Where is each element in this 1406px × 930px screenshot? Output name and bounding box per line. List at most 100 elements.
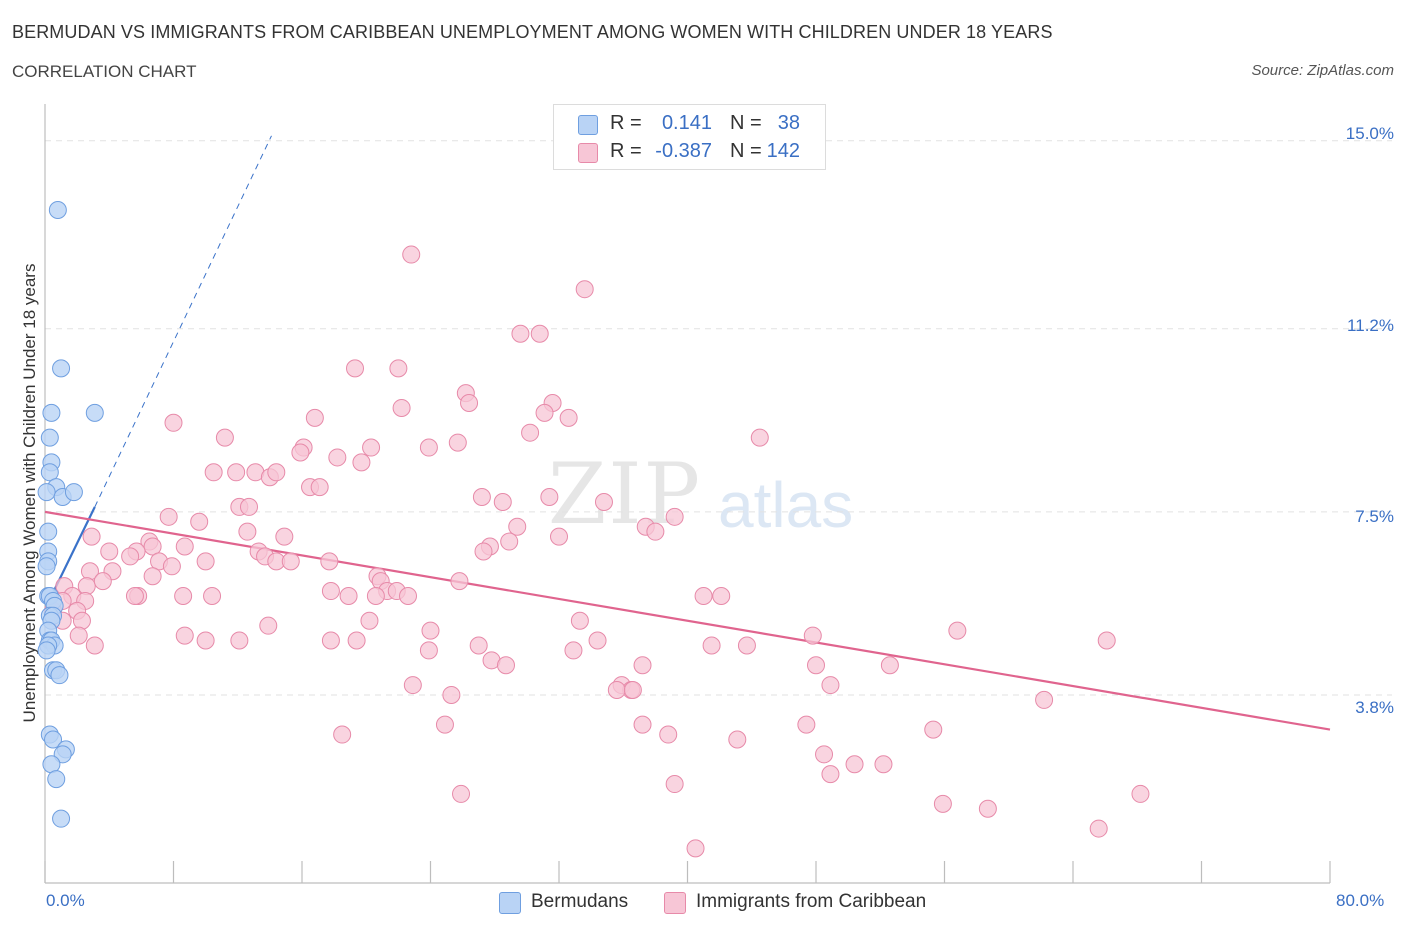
caribbean-point: [508, 517, 527, 536]
bermudans-swatch: [578, 115, 598, 135]
caribbean-point: [321, 631, 340, 650]
watermark-atlas: atlas: [718, 469, 854, 541]
caribbean-point: [227, 463, 246, 482]
caribbean-point: [72, 611, 91, 630]
caribbean-point: [594, 492, 613, 511]
caribbean-point: [230, 631, 249, 650]
caribbean-point: [352, 453, 371, 472]
caribbean-point: [978, 799, 997, 818]
caribbean-point: [328, 448, 347, 467]
caribbean-point: [474, 542, 493, 561]
caribbean-point: [493, 492, 512, 511]
caribbean-point: [1089, 819, 1108, 838]
caribbean-point: [948, 621, 967, 640]
caribbean-point: [196, 631, 215, 650]
caribbean-point: [588, 631, 607, 650]
n-value: 142: [766, 140, 800, 162]
caribbean-point: [203, 586, 222, 605]
caribbean-point: [346, 359, 365, 378]
bermudans-point: [52, 809, 71, 828]
caribbean-point: [570, 611, 589, 630]
caribbean-point: [238, 522, 257, 541]
bermudans-point: [50, 666, 69, 685]
caribbean-point: [702, 636, 721, 655]
caribbean-point: [239, 497, 258, 516]
caribbean-point: [821, 676, 840, 695]
caribbean-point: [665, 775, 684, 794]
bermudans-point: [52, 359, 71, 378]
caribbean-swatch: [578, 143, 598, 163]
caribbean-point: [267, 463, 286, 482]
legend-label-caribbean: Immigrants from Caribbean: [696, 891, 927, 912]
caribbean-point: [815, 745, 834, 764]
caribbean-trend-line: [44, 510, 1331, 731]
r-label: R =: [610, 140, 642, 162]
legend-row-bermudans: R = 0.141 N = 38: [554, 111, 825, 139]
caribbean-point: [500, 532, 519, 551]
x-tick-label-max: 80.0%: [1336, 891, 1385, 910]
caribbean-point: [1097, 631, 1116, 650]
caribbean-point: [164, 413, 183, 432]
caribbean-point: [933, 794, 952, 813]
caribbean-point: [460, 394, 479, 413]
bermudans-point: [40, 428, 59, 447]
y-tick-label-3: 3.8%: [1355, 698, 1394, 717]
watermark-zip: ZIP: [548, 445, 703, 543]
caribbean-point: [633, 715, 652, 734]
caribbean-point: [291, 443, 310, 462]
caribbean-point: [728, 730, 747, 749]
y-tick-label-15: 15.0%: [1345, 124, 1394, 143]
caribbean-point: [694, 586, 713, 605]
caribbean-point: [737, 636, 756, 655]
caribbean-point: [366, 586, 385, 605]
bermudans-trend-extension: [94, 135, 272, 508]
caribbean-point: [442, 685, 461, 704]
bermudans-point: [37, 483, 56, 502]
caribbean-point: [450, 572, 469, 591]
caribbean-point: [511, 324, 530, 343]
caribbean-point: [159, 507, 178, 526]
caribbean-point: [686, 839, 705, 858]
source-label: Source: ZipAtlas.com: [1251, 62, 1394, 79]
caribbean-point: [435, 715, 454, 734]
caribbean-point: [360, 611, 379, 630]
caribbean-point: [607, 681, 626, 700]
caribbean-point: [472, 488, 491, 507]
caribbean-point: [469, 636, 488, 655]
caribbean-point: [874, 755, 893, 774]
caribbean-point: [1131, 784, 1150, 803]
correlation-legend: R = 0.141 N = 38 R = -0.387 N = 142: [553, 104, 826, 170]
bermudans-point: [37, 557, 56, 576]
bermudans-point: [85, 403, 104, 422]
caribbean-point: [281, 552, 300, 571]
caribbean-point: [339, 586, 358, 605]
caribbean-point: [175, 626, 194, 645]
chart-subtitle: CORRELATION CHART: [12, 62, 197, 81]
caribbean-point: [659, 725, 678, 744]
caribbean-point: [1035, 690, 1054, 709]
bermudans-point: [64, 483, 83, 502]
n-label: N =: [730, 140, 762, 162]
bermudans-point: [40, 463, 59, 482]
y-tick-label-11: 11.2%: [1347, 316, 1394, 335]
caribbean-point: [712, 586, 731, 605]
caribbean-point: [419, 438, 438, 457]
caribbean-point: [403, 676, 422, 695]
caribbean-point: [540, 488, 559, 507]
caribbean-point: [392, 398, 411, 417]
r-label: R =: [610, 112, 642, 134]
caribbean-point: [530, 324, 549, 343]
caribbean-point: [750, 428, 769, 447]
caribbean-point: [633, 656, 652, 675]
caribbean-point: [333, 725, 352, 744]
bermudans-point: [44, 730, 63, 749]
caribbean-point: [402, 245, 421, 264]
caribbean-point: [125, 586, 144, 605]
caribbean-point: [143, 567, 162, 586]
caribbean-point: [559, 408, 578, 427]
caribbean-point: [69, 626, 88, 645]
bermudans-point: [47, 770, 66, 789]
series-legend: Bermudans Immigrants from Caribbean: [0, 890, 1406, 916]
r-value: -0.387: [655, 140, 712, 162]
